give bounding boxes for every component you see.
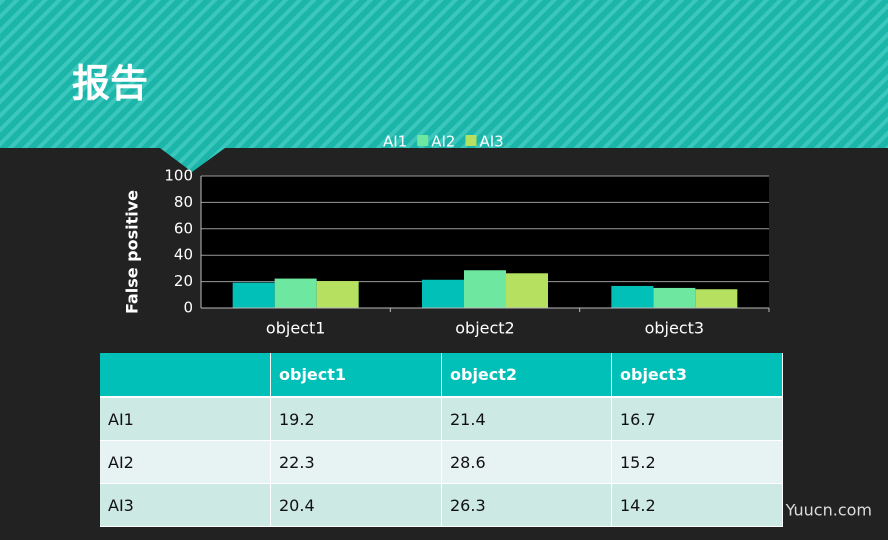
- bar: [464, 270, 506, 308]
- slide-title: 报告: [72, 62, 148, 106]
- table-cell: 14.2: [612, 484, 783, 526]
- bar: [422, 279, 464, 308]
- table-cell: 15.2: [612, 441, 783, 483]
- y-tick-label: 40: [174, 246, 193, 264]
- row-label: AI2: [100, 441, 271, 483]
- header-band: [0, 0, 888, 172]
- table-cell: 22.3: [271, 441, 442, 483]
- legend-swatch: [465, 135, 477, 146]
- y-tick-label: 80: [174, 193, 193, 211]
- header-cell: object2: [442, 353, 612, 396]
- bar: [232, 282, 275, 308]
- legend-swatch: [417, 135, 429, 146]
- row-label: AI3: [100, 484, 271, 526]
- x-tick-label: object1: [266, 319, 325, 338]
- table: object1 object2 object3 AI1 19.2 21.4 16.7 AI2 2…: [100, 353, 783, 527]
- x-tick-label: object2: [455, 319, 514, 338]
- legend-label: AI3: [479, 133, 503, 151]
- header-cell: object3: [612, 353, 783, 396]
- legend-label: AI2: [431, 133, 455, 151]
- table-row: AI2 22.3 28.6 15.2: [100, 441, 783, 484]
- bar: [506, 273, 548, 308]
- bar: [274, 278, 317, 308]
- table-cell: 20.4: [271, 484, 442, 526]
- table-row: AI3 20.4 26.3 14.2: [100, 484, 783, 527]
- bar: [653, 287, 696, 308]
- table-header-row: object1 object2 object3: [100, 353, 783, 398]
- table-cell: 28.6: [442, 441, 612, 483]
- header-cell: object1: [271, 353, 442, 396]
- legend-label: AI1: [383, 133, 407, 151]
- y-tick-label: 20: [174, 272, 193, 290]
- y-tick-label: 60: [174, 219, 193, 237]
- y-tick-label: 100: [164, 167, 193, 185]
- table-cell: 26.3: [442, 484, 612, 526]
- table-cell: 21.4: [442, 398, 612, 440]
- bar: [611, 285, 654, 308]
- y-tick-label: 0: [183, 299, 193, 317]
- table-cell: 16.7: [612, 398, 783, 440]
- watermark: Yuucn.com: [785, 501, 872, 520]
- bar: [316, 281, 359, 308]
- header-cell: [100, 353, 271, 396]
- y-axis-label: False positive: [123, 190, 142, 314]
- table-row: AI1 19.2 21.4 16.7: [100, 398, 783, 441]
- row-label: AI1: [100, 398, 271, 440]
- x-tick-label: object3: [645, 319, 704, 338]
- bar: [695, 289, 738, 308]
- table-cell: 19.2: [271, 398, 442, 440]
